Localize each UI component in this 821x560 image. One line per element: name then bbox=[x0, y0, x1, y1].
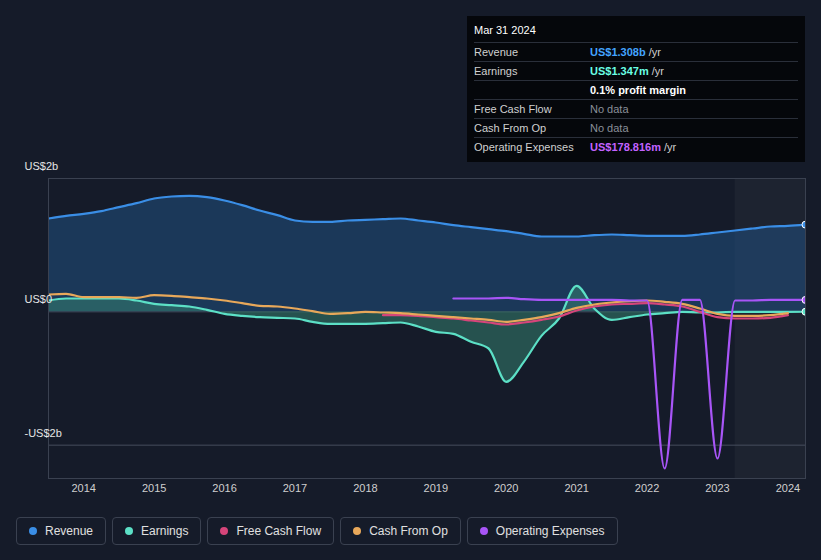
html-text:Mar 31 2024: Mar 31 2024 bbox=[474, 24, 536, 36]
html-text:Operating Expenses: Operating Expenses bbox=[495, 524, 605, 538]
svg-text:2019: 2019 bbox=[424, 482, 448, 494]
svg-text:2020: 2020 bbox=[494, 482, 518, 494]
html-text:Earnings: Earnings bbox=[141, 524, 189, 538]
html-text:US$1.347m /yr: US$1.347m /yr bbox=[590, 65, 664, 77]
html-text:Free Cash Flow: Free Cash Flow bbox=[474, 103, 552, 115]
svg-text:2017: 2017 bbox=[283, 482, 307, 494]
svg-text:2022: 2022 bbox=[635, 482, 659, 494]
svg-text:2024: 2024 bbox=[776, 482, 800, 494]
html-text:No data: No data bbox=[590, 103, 629, 115]
html-text:US$178.816m /yr: US$178.816m /yr bbox=[590, 141, 677, 153]
html-text:Cash From Op: Cash From Op bbox=[369, 524, 448, 538]
svg-text:US$0: US$0 bbox=[25, 293, 53, 305]
html-text:Free Cash Flow: Free Cash Flow bbox=[236, 524, 322, 538]
svg-text:2016: 2016 bbox=[212, 482, 236, 494]
svg-text:2014: 2014 bbox=[71, 482, 95, 494]
svg-text:2023: 2023 bbox=[705, 482, 729, 494]
html-text:No data: No data bbox=[590, 122, 629, 134]
html-text:0.1% profit margin: 0.1% profit margin bbox=[590, 84, 686, 96]
svg-text:2018: 2018 bbox=[353, 482, 377, 494]
html-text:Revenue: Revenue bbox=[45, 524, 93, 538]
html-text:US$1.308b /yr: US$1.308b /yr bbox=[590, 46, 661, 58]
svg-text:2015: 2015 bbox=[142, 482, 166, 494]
svg-text:2021: 2021 bbox=[564, 482, 588, 494]
html-text:Revenue: Revenue bbox=[474, 46, 518, 58]
svg-text:US$2b: US$2b bbox=[25, 160, 59, 172]
html-text:Cash From Op: Cash From Op bbox=[474, 122, 547, 134]
html-text:Operating Expenses: Operating Expenses bbox=[474, 141, 574, 153]
html-text:Earnings: Earnings bbox=[474, 65, 518, 77]
svg-text:-US$2b: -US$2b bbox=[25, 427, 62, 439]
